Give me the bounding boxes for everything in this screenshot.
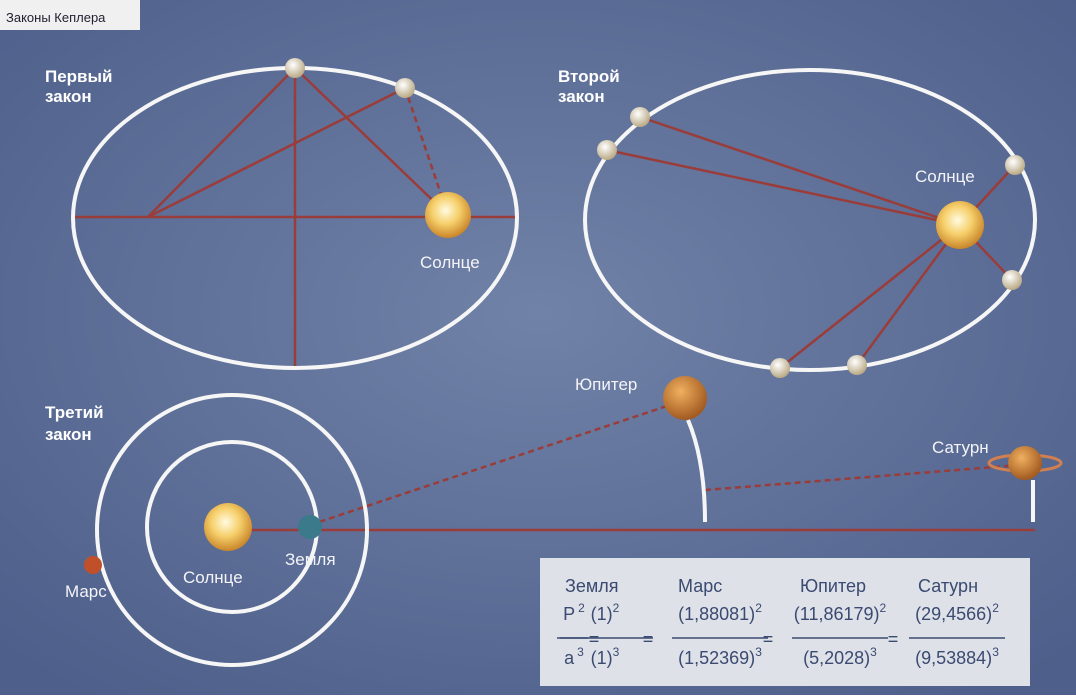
- table-header: Земля: [565, 576, 619, 596]
- body: [1002, 270, 1022, 290]
- body: [847, 355, 867, 375]
- equals-sign: =: [589, 629, 600, 649]
- diagram: Законы Кеплера Первый закон Солнце Второ…: [0, 0, 1076, 695]
- body: [298, 515, 322, 539]
- exponent: 3: [992, 645, 999, 659]
- exponent: 2: [992, 601, 999, 615]
- base: P: [563, 604, 575, 624]
- sun-label: Солнце: [183, 568, 243, 587]
- equals-sign: =: [643, 629, 654, 649]
- fraction-part: (9,53884)3: [915, 645, 999, 668]
- base: (9,53884): [915, 648, 992, 668]
- fraction-part: (29,4566)2: [915, 601, 999, 624]
- exponent: 3: [870, 645, 877, 659]
- table-header: Юпитер: [800, 576, 866, 596]
- exponent: 2: [578, 601, 585, 615]
- body: [1005, 155, 1025, 175]
- equals-sign: =: [888, 629, 899, 649]
- base: (1): [591, 648, 613, 668]
- sun-label: Солнце: [420, 253, 480, 272]
- body: [425, 192, 471, 238]
- base: (1): [591, 604, 613, 624]
- exponent: 2: [755, 601, 762, 615]
- base: (29,4566): [915, 604, 992, 624]
- page: Законы Кеплера Первый закон Солнце Второ…: [0, 0, 1076, 695]
- exponent: 3: [755, 645, 762, 659]
- body: [204, 503, 252, 551]
- sun-label: Солнце: [915, 167, 975, 186]
- base: (1,88081): [678, 604, 755, 624]
- table-header: Сатурн: [918, 576, 978, 596]
- saturn-label: Сатурн: [932, 438, 989, 457]
- body: [936, 201, 984, 249]
- base: (5,2028): [803, 648, 870, 668]
- exponent: 2: [880, 601, 887, 615]
- base: a: [564, 648, 575, 668]
- law-heading: Второй: [558, 67, 620, 86]
- base: (11,86179): [794, 604, 880, 624]
- table-header: Марс: [678, 576, 722, 596]
- body: [285, 58, 305, 78]
- body: [630, 107, 650, 127]
- law-heading: Первый: [45, 67, 112, 86]
- exponent: 3: [577, 645, 584, 659]
- equals-sign: =: [763, 629, 774, 649]
- exponent: 2: [613, 601, 620, 615]
- earth-label: Земля: [285, 550, 336, 569]
- body: [770, 358, 790, 378]
- mars-label: Марс: [65, 582, 107, 601]
- law-heading: закон: [45, 425, 92, 444]
- body: [663, 376, 707, 420]
- fraction-part: (11,86179)2: [794, 601, 887, 624]
- title: Законы Кеплера: [6, 10, 106, 25]
- law-heading: закон: [45, 87, 92, 106]
- exponent: 3: [613, 645, 620, 659]
- body: [84, 556, 102, 574]
- fraction-part: (1,88081)2: [678, 601, 762, 624]
- jupiter-label: Юпитер: [575, 375, 637, 394]
- body: [395, 78, 415, 98]
- fraction-part: (1,52369)3: [678, 645, 762, 668]
- base: (1,52369): [678, 648, 755, 668]
- law-heading: закон: [558, 87, 605, 106]
- fraction-part: (5,2028)3: [803, 645, 877, 668]
- law-heading: Третий: [45, 403, 104, 422]
- body: [1008, 446, 1042, 480]
- body: [597, 140, 617, 160]
